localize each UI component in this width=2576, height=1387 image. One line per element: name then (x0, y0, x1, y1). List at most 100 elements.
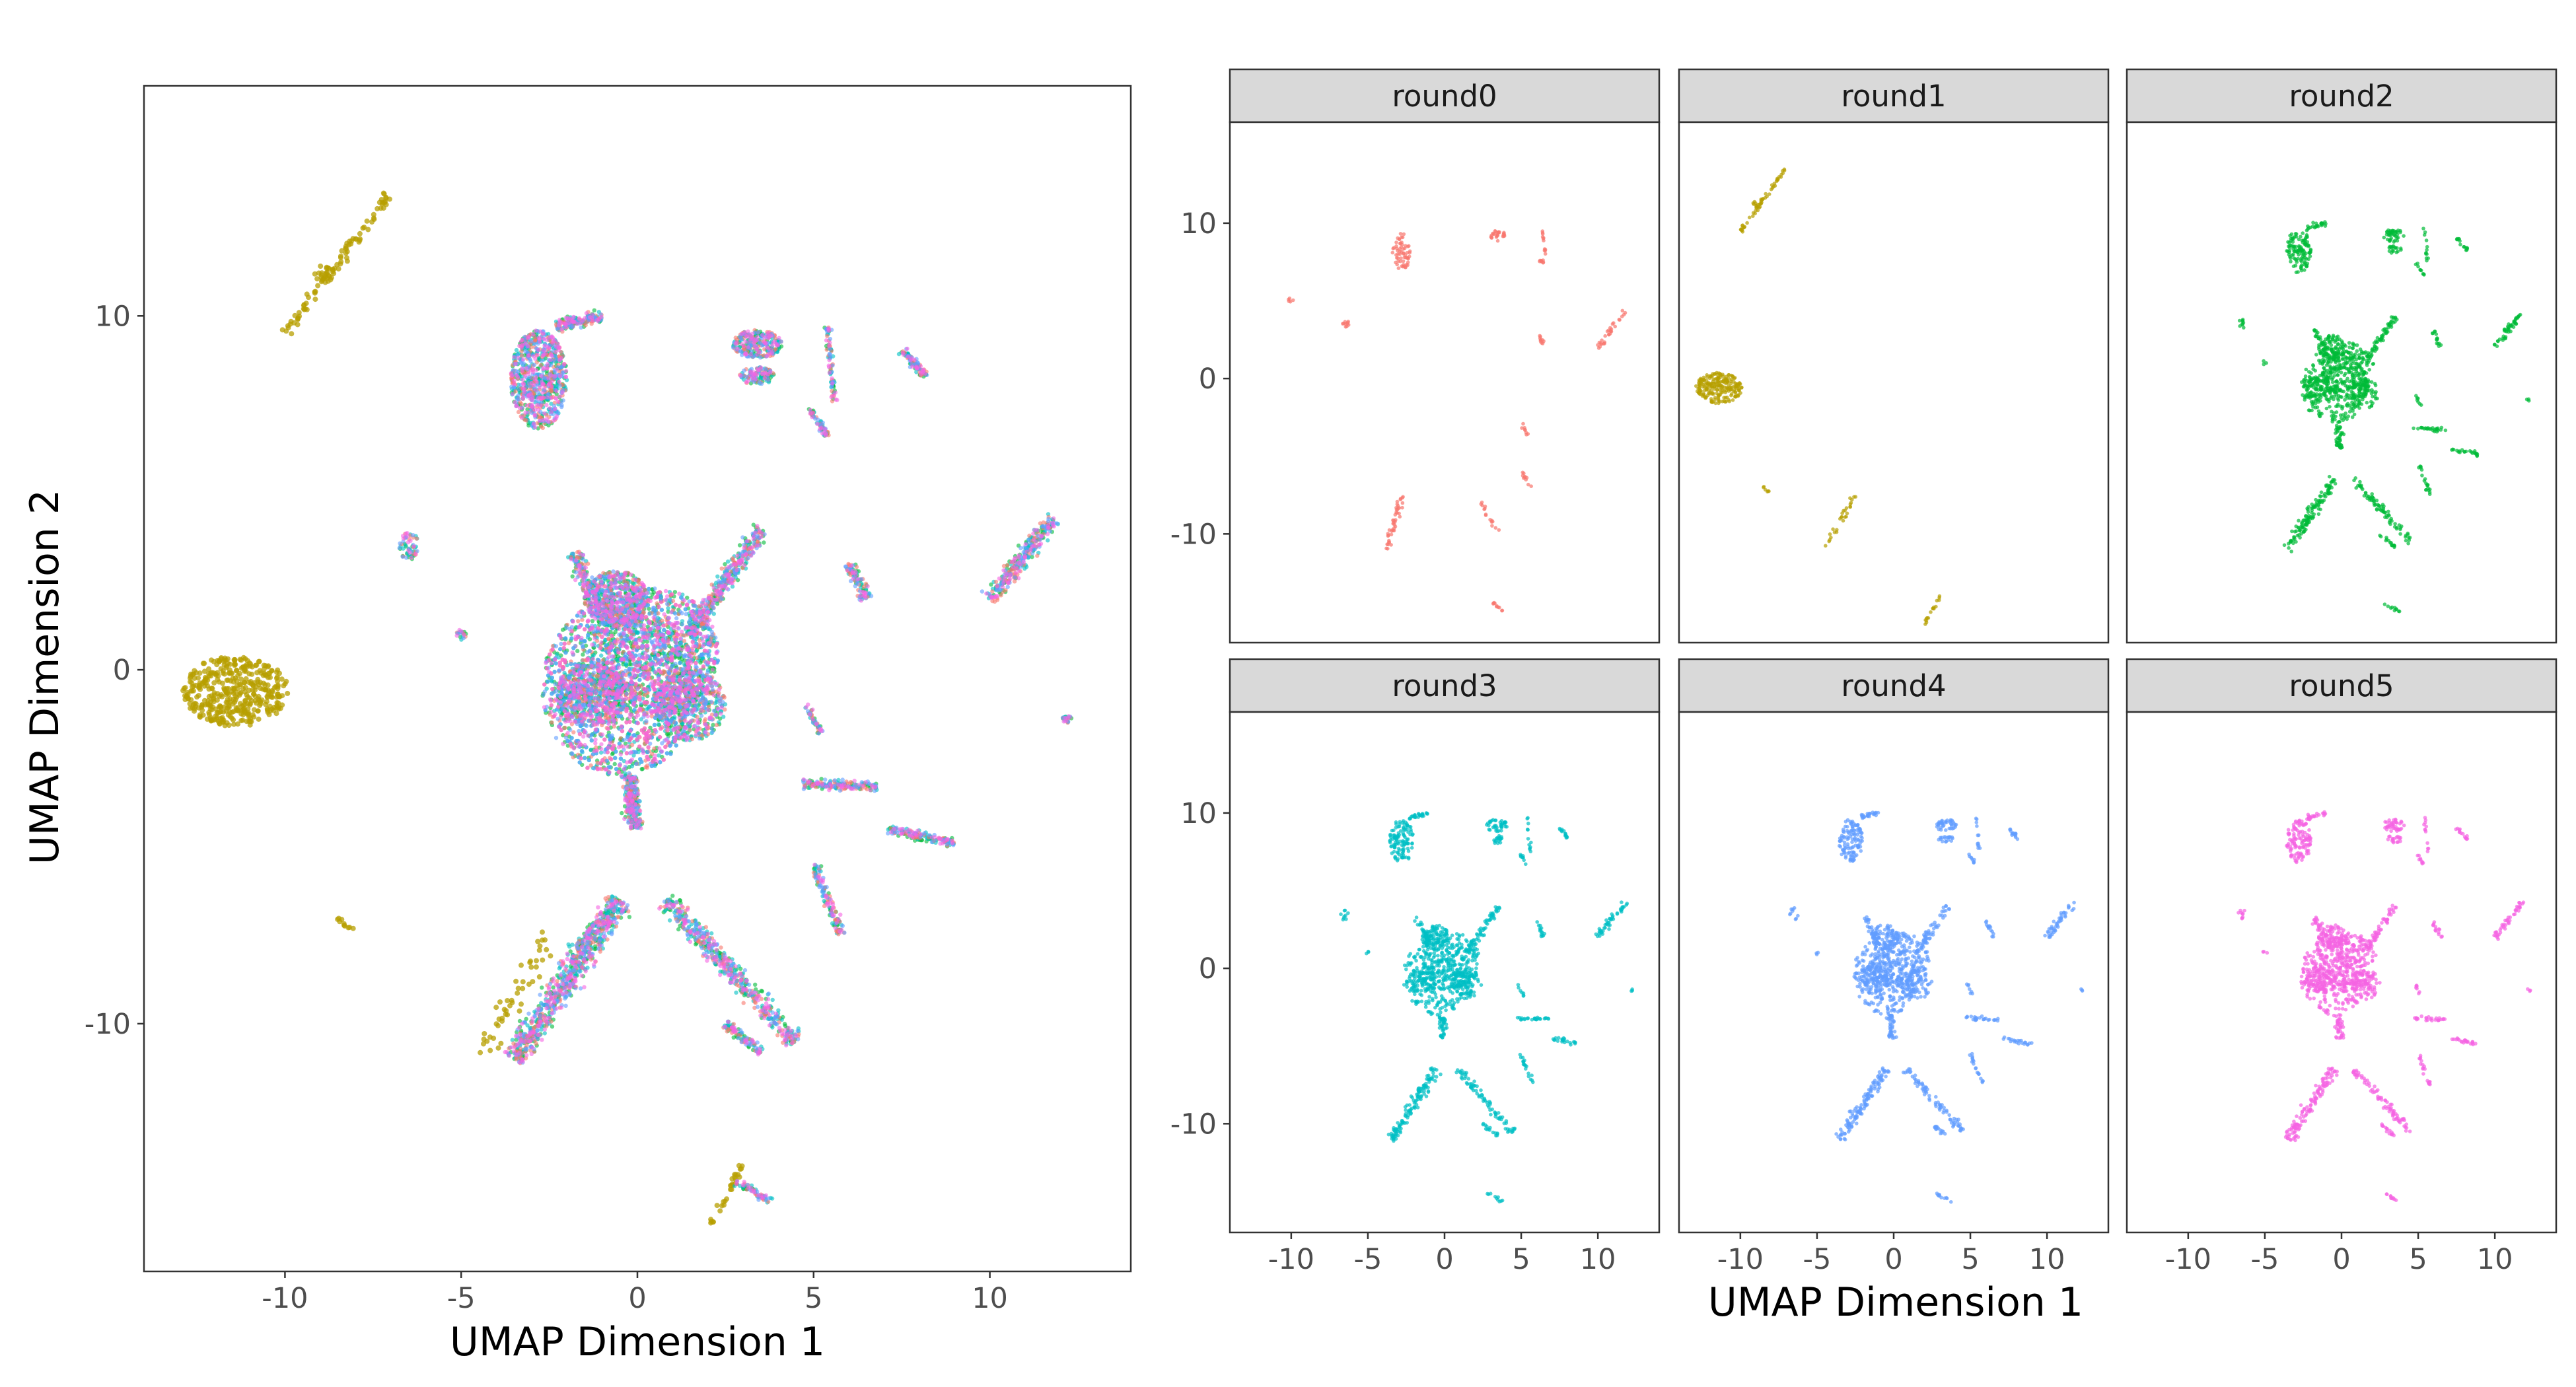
data-point (540, 985, 544, 990)
data-point (515, 985, 521, 991)
data-point (237, 701, 243, 707)
data-point (379, 201, 385, 207)
data-point (222, 671, 228, 677)
data-point (526, 981, 532, 987)
data-point (734, 990, 738, 995)
data-point (254, 670, 260, 676)
data-point (233, 662, 238, 668)
data-point (719, 1203, 725, 1209)
data-point (589, 763, 593, 768)
data-point (343, 244, 349, 249)
data-point (312, 271, 318, 277)
data-point (193, 682, 199, 688)
data-point (520, 985, 526, 991)
data-point (275, 700, 281, 706)
data-point (592, 308, 596, 313)
data-point (194, 694, 200, 700)
data-point (581, 652, 585, 657)
data-point (227, 709, 233, 715)
data-point (254, 662, 260, 668)
data-point (215, 691, 221, 697)
data-point (629, 742, 635, 748)
data-point (357, 231, 363, 236)
data-point (657, 753, 661, 758)
data-point (216, 679, 222, 685)
data-point (717, 1208, 723, 1214)
point-layer (180, 190, 1074, 1226)
data-point (221, 687, 227, 692)
data-point (196, 675, 201, 681)
data-point (224, 678, 230, 683)
data-point (231, 721, 237, 727)
data-point (285, 690, 291, 696)
data-point (226, 704, 232, 710)
data-point (221, 704, 227, 710)
data-point (262, 686, 268, 692)
data-point (200, 712, 206, 718)
data-point (629, 764, 635, 769)
data-point (610, 752, 615, 757)
data-point (240, 717, 246, 723)
data-point (246, 695, 252, 701)
data-point (235, 672, 241, 678)
data-point (269, 668, 275, 674)
data-point (338, 255, 343, 261)
data-point (221, 717, 227, 723)
data-point (257, 703, 263, 708)
data-point (205, 683, 211, 689)
data-point (242, 710, 248, 716)
data-point (341, 921, 347, 927)
data-point (256, 697, 262, 703)
data-point (211, 670, 217, 676)
data-point (542, 1031, 547, 1036)
data-point (334, 262, 340, 267)
data-point (519, 962, 524, 968)
data-point (515, 990, 520, 996)
data-point (209, 686, 215, 692)
data-point (571, 730, 576, 734)
data-point (645, 765, 649, 770)
data-point (275, 667, 281, 673)
data-point (369, 219, 375, 225)
data-point (542, 937, 548, 943)
data-point (667, 918, 672, 923)
data-point (487, 1034, 493, 1040)
data-point (519, 1001, 524, 1007)
data-point (548, 953, 554, 959)
data-point (550, 720, 554, 725)
data-point (250, 712, 256, 718)
data-point (209, 657, 214, 663)
data-point (209, 707, 215, 713)
data-point (312, 289, 318, 295)
data-point (319, 270, 325, 276)
data-point (230, 701, 236, 707)
data-point (251, 707, 257, 713)
data-point (896, 351, 902, 357)
data-point (357, 236, 363, 242)
data-point (540, 929, 545, 935)
data-point (209, 717, 215, 723)
data-point (242, 668, 248, 674)
data-point (365, 227, 371, 232)
data-point (229, 715, 235, 721)
data-point (360, 225, 366, 231)
data-point (227, 696, 233, 702)
data-point (338, 259, 344, 265)
data-point (330, 269, 336, 275)
data-point (279, 676, 285, 682)
data-point (273, 675, 279, 681)
data-point (599, 653, 604, 658)
data-point (620, 810, 624, 816)
data-point (221, 658, 227, 664)
data-point (666, 606, 670, 611)
data-point (753, 982, 758, 987)
data-point (264, 699, 269, 705)
data-point (676, 927, 681, 932)
data-point (246, 688, 252, 694)
data-point (256, 716, 262, 722)
data-point (233, 697, 238, 703)
data-point (248, 701, 254, 707)
data-point (266, 691, 271, 697)
data-point (318, 264, 324, 269)
